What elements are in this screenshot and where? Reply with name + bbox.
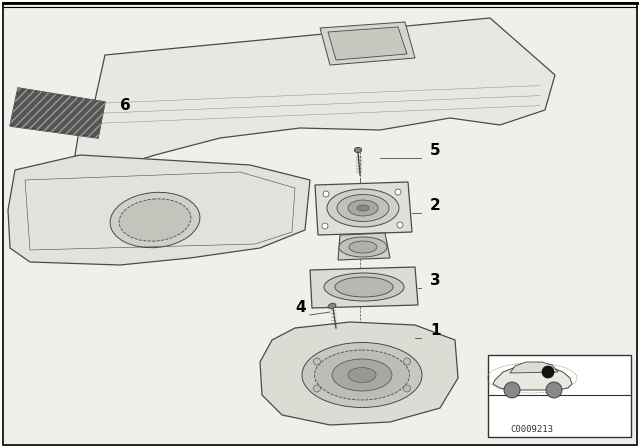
- Ellipse shape: [302, 343, 422, 408]
- Text: 1: 1: [430, 323, 440, 338]
- Ellipse shape: [314, 350, 410, 400]
- Text: 6: 6: [120, 98, 131, 113]
- Polygon shape: [75, 18, 555, 175]
- Circle shape: [314, 358, 321, 365]
- Text: 3: 3: [430, 273, 440, 288]
- Circle shape: [504, 382, 520, 398]
- Ellipse shape: [328, 303, 336, 309]
- Ellipse shape: [357, 205, 369, 211]
- Circle shape: [542, 366, 554, 378]
- Ellipse shape: [349, 241, 377, 253]
- Ellipse shape: [339, 237, 387, 257]
- Ellipse shape: [324, 273, 404, 301]
- Polygon shape: [320, 22, 415, 65]
- Ellipse shape: [332, 359, 392, 391]
- Text: 4: 4: [295, 300, 306, 315]
- Text: C0009213: C0009213: [511, 425, 554, 434]
- Text: 5: 5: [430, 143, 440, 158]
- Bar: [488, 355, 631, 437]
- Circle shape: [404, 358, 410, 365]
- Circle shape: [322, 223, 328, 229]
- Polygon shape: [10, 88, 105, 138]
- Circle shape: [323, 191, 329, 197]
- Polygon shape: [8, 155, 310, 265]
- Polygon shape: [338, 233, 390, 260]
- Ellipse shape: [327, 189, 399, 227]
- Circle shape: [395, 189, 401, 195]
- Ellipse shape: [355, 147, 362, 152]
- Circle shape: [404, 385, 410, 392]
- Ellipse shape: [119, 199, 191, 241]
- Circle shape: [397, 222, 403, 228]
- Polygon shape: [493, 365, 572, 390]
- Ellipse shape: [337, 194, 389, 221]
- Ellipse shape: [110, 192, 200, 248]
- Ellipse shape: [348, 367, 376, 383]
- Polygon shape: [260, 322, 458, 425]
- Ellipse shape: [348, 200, 378, 216]
- Polygon shape: [328, 27, 407, 60]
- Text: 2: 2: [430, 198, 441, 213]
- Polygon shape: [315, 182, 412, 235]
- Polygon shape: [510, 362, 558, 373]
- Ellipse shape: [335, 277, 393, 297]
- Circle shape: [314, 385, 321, 392]
- Circle shape: [546, 382, 562, 398]
- Polygon shape: [310, 267, 418, 308]
